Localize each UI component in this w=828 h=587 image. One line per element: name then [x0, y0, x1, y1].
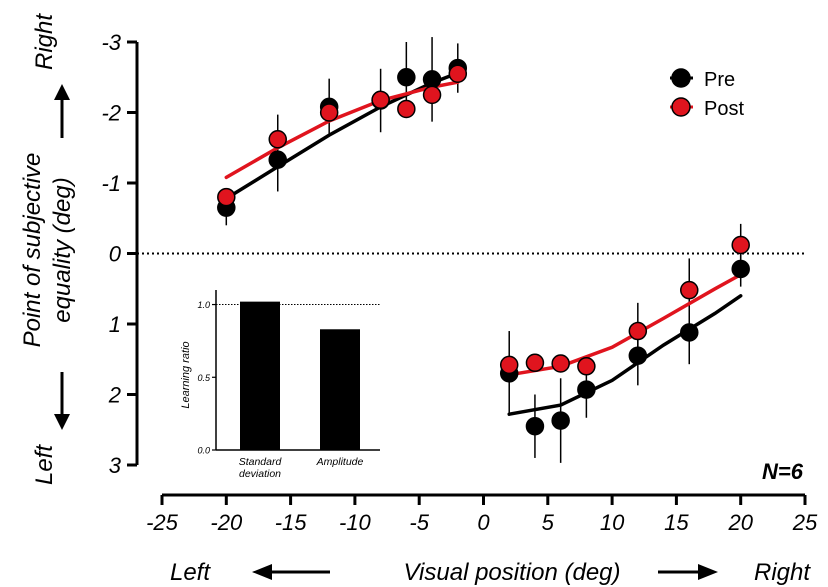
data-point-post: [551, 354, 570, 373]
x-tick-label: 0: [477, 510, 490, 535]
legend-pre-marker: [671, 68, 691, 88]
down-arrow-icon: [54, 372, 70, 430]
data-point-post: [217, 187, 236, 207]
x-tick-label: 15: [664, 510, 689, 535]
data-point-post: [628, 321, 648, 341]
data-point-pre: [551, 411, 570, 430]
data-point-pre: [268, 150, 287, 169]
inset-category-label: deviation: [239, 468, 281, 480]
x-tick-label: -15: [275, 510, 308, 535]
x-tick-label: 20: [727, 510, 753, 535]
x-tick-label: 25: [792, 510, 818, 535]
data-point-post: [577, 357, 596, 376]
data-point-pre: [422, 70, 442, 89]
inset-category-label: Standard: [239, 456, 283, 468]
x-axis-right-label: Right: [754, 559, 811, 586]
y-axis-title-line1: Point of subjective: [19, 153, 46, 348]
y-tick-label: -3: [101, 30, 121, 55]
data-point-pre: [628, 346, 648, 365]
x-axis-title: Visual position (deg): [403, 559, 620, 586]
inset-y-tick-label: 1.0: [197, 300, 210, 310]
data-point-post: [448, 64, 468, 83]
y-axis-title-line2: equality (deg): [49, 177, 76, 322]
data-point-post: [319, 103, 339, 122]
data-point-post: [525, 353, 545, 373]
data-point-pre: [397, 68, 416, 87]
fit-curve-right-pre: [507, 294, 743, 416]
legend-pre-label: Pre: [704, 69, 735, 91]
y-tick-label: -2: [101, 101, 121, 126]
inset-y-tick-label: 0.0: [197, 446, 210, 456]
data-point-post: [371, 90, 390, 110]
right-arrow-icon: [658, 564, 718, 580]
x-axis-left-label: Left: [170, 559, 211, 586]
left-arrow-icon: [252, 564, 330, 580]
x-tick-label: 10: [600, 510, 625, 535]
legend-item-pre: Pre: [670, 68, 735, 91]
data-point-pre: [577, 380, 596, 399]
up-arrow-icon: [54, 84, 70, 138]
y-tick-label: 2: [108, 383, 121, 408]
data-point-post: [499, 355, 519, 375]
legend-post-label: Post: [704, 98, 744, 120]
y-tick-label: 1: [109, 312, 121, 337]
inset-y-axis-title: Learning ratio: [180, 341, 192, 408]
data-point-post: [397, 99, 416, 119]
legend-post-marker: [671, 97, 691, 117]
fit-curve-left-pre: [224, 71, 460, 201]
legend-item-post: Post: [670, 97, 744, 120]
data-point-post: [731, 235, 750, 255]
data-point-pre: [680, 323, 699, 342]
y-tick-label: 0: [109, 242, 122, 267]
inset-bar: [240, 301, 280, 450]
fit-curve-right-post: [507, 272, 743, 377]
y-tick-label: -1: [101, 171, 121, 196]
x-tick-label: -20: [210, 510, 243, 535]
x-tick-label: -5: [409, 510, 429, 535]
data-point-post: [268, 130, 287, 149]
legend: Pre Post: [670, 68, 744, 120]
inset-category-label: Amplitude: [316, 456, 364, 468]
main-plot-area: [137, 37, 805, 463]
sample-size-annotation: N=6: [762, 459, 804, 484]
x-tick-label: -25: [146, 510, 179, 535]
inset-bar: [320, 329, 360, 450]
x-tick-label: 5: [542, 510, 555, 535]
data-point-post: [680, 280, 699, 300]
inset-y-tick-label: 0.5: [197, 373, 211, 383]
y-axis-left-label: Left: [31, 444, 58, 485]
data-point-post: [422, 85, 442, 105]
data-point-pre: [731, 259, 750, 279]
data-point-pre: [525, 416, 545, 436]
y-axis-right-label: Right: [31, 13, 58, 70]
y-axis-title: Point of subjective equality (deg): [19, 153, 76, 348]
y-tick-label: 3: [109, 453, 122, 478]
x-tick-label: -10: [339, 510, 372, 535]
